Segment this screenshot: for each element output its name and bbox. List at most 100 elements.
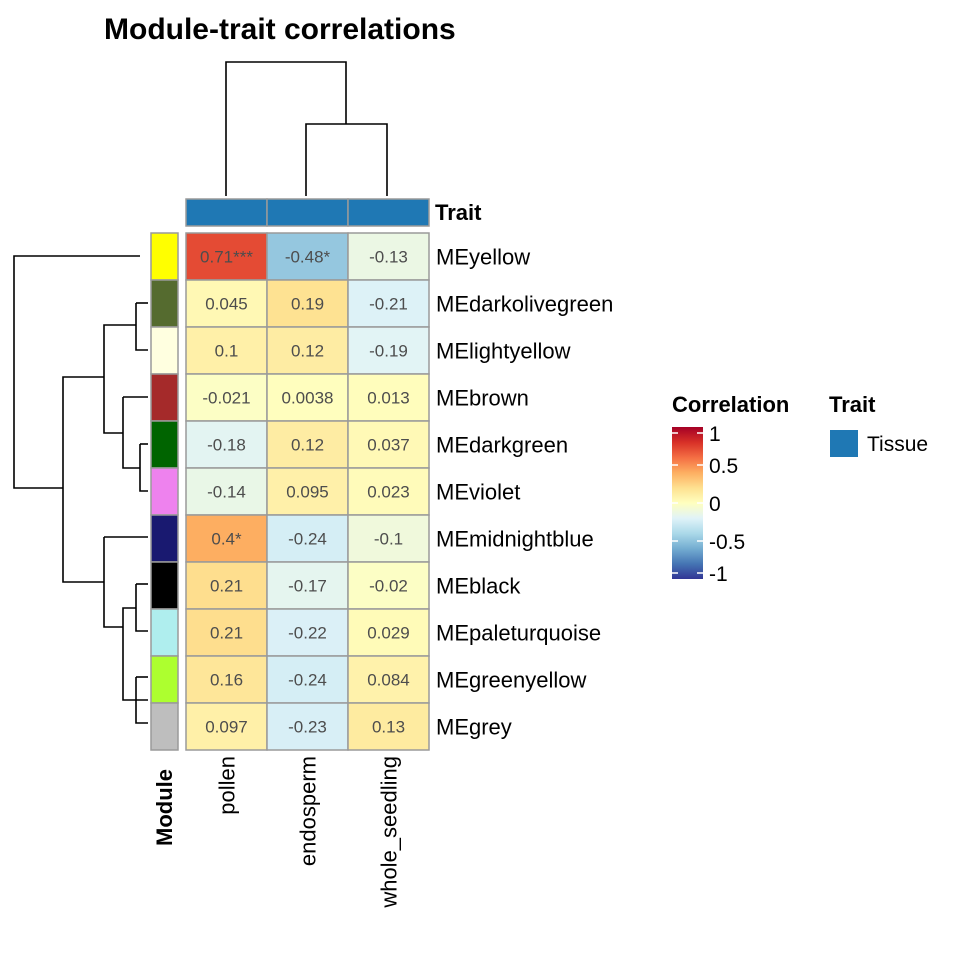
- row-label: MEmidnightblue: [436, 527, 594, 552]
- heatmap-cell: [347, 702, 430, 751]
- cell-value-label: 0.023: [367, 483, 410, 502]
- trait-annotation-cell: [347, 198, 430, 227]
- trait-legend-title: Trait: [829, 392, 876, 417]
- column-label: whole_seedling: [377, 756, 402, 909]
- cell-value-label: 0.095: [286, 483, 329, 502]
- colorbar-tick-label: 0: [709, 493, 721, 516]
- cell-value-label: -0.19: [369, 342, 408, 361]
- row-label: MEgrey: [436, 715, 512, 740]
- cell-value-label: -0.02: [369, 577, 408, 596]
- heatmap-cell: [266, 326, 349, 375]
- colorbar-tick-label: 0.5: [709, 455, 738, 478]
- cell-value-label: 0.013: [367, 389, 410, 408]
- cell-value-label: 0.037: [367, 436, 410, 455]
- module-color-cell: [150, 702, 179, 751]
- cell-value-label: 0.12: [291, 436, 324, 455]
- colorbar-tick-label: 1: [709, 423, 721, 446]
- module-color-cell: [150, 232, 179, 281]
- heatmap-cell: [185, 655, 268, 704]
- heatmap-cell: [347, 608, 430, 657]
- cell-value-label: 0.13: [372, 718, 405, 737]
- module-color-cell: [150, 655, 179, 704]
- cell-value-label: -0.14: [207, 483, 246, 502]
- column-label: pollen: [215, 756, 240, 815]
- module-color-cell: [150, 561, 179, 610]
- module-color-cell: [150, 373, 179, 422]
- module-color-cell: [150, 279, 179, 328]
- cell-value-label: -0.48*: [285, 248, 331, 267]
- row-labels: MEyellow MEdarkolivegreen MElightyellow MEb…: [436, 245, 613, 740]
- cell-value-label: 0.084: [367, 671, 410, 690]
- heatmap-cell: [347, 655, 430, 704]
- trait-annotation-label: Trait: [435, 200, 482, 225]
- heatmap-cell: [347, 514, 430, 563]
- heatmap-cell: [266, 420, 349, 469]
- cell-value-label: -0.021: [202, 389, 250, 408]
- row-label: MEdarkolivegreen: [436, 292, 613, 317]
- cell-value-label: 0.097: [205, 718, 248, 737]
- row-label: MEgreenyellow: [436, 668, 587, 693]
- row-dendrogram: [13, 255, 148, 724]
- cell-value-label: -0.18: [207, 436, 246, 455]
- cell-value-label: 0.029: [367, 624, 410, 643]
- cell-value-label: -0.13: [369, 248, 408, 267]
- cell-value-label: 0.4*: [211, 530, 242, 549]
- cell-value-label: -0.23: [288, 718, 327, 737]
- heatmap-cell: [347, 373, 430, 422]
- module-annotation-label: Module: [152, 769, 177, 846]
- row-label: MEblack: [436, 574, 521, 599]
- cell-value-label: -0.21: [369, 295, 408, 314]
- heatmap-cell: [185, 232, 268, 281]
- row-label: MEyellow: [436, 245, 530, 270]
- colorbar-tick-label: -1: [709, 563, 728, 586]
- row-label: MEviolet: [436, 480, 520, 505]
- heatmap-cell: [347, 279, 430, 328]
- colorbar-tick-label: -0.5: [709, 531, 745, 554]
- correlation-legend-title: Correlation: [672, 392, 789, 417]
- heatmap-cell: [266, 514, 349, 563]
- cell-value-label: 0.0038: [282, 389, 334, 408]
- trait-legend: Trait Tissue: [829, 392, 928, 457]
- cell-value-label: 0.1: [215, 342, 239, 361]
- row-label: MElightyellow: [436, 339, 571, 364]
- heatmap-cell: [185, 467, 268, 516]
- heatmap-cell: [347, 561, 430, 610]
- trait-annotation-bar: [185, 198, 430, 227]
- cell-value-label: -0.24: [288, 671, 327, 690]
- cell-value-label: -0.17: [288, 577, 327, 596]
- heatmap-cells: [185, 232, 430, 751]
- column-label: endosperm: [296, 756, 321, 866]
- heatmap-cell: [266, 467, 349, 516]
- row-label: MEbrown: [436, 386, 529, 411]
- cell-value-label: -0.1: [374, 530, 403, 549]
- cell-value-label: -0.22: [288, 624, 327, 643]
- module-color-cell: [150, 514, 179, 563]
- trait-annotation-cell: [185, 198, 268, 227]
- heatmap-cell-labels: 0.71*** -0.48* -0.13 0.045 0.19 -0.21 0.1 0.12 -…: [200, 248, 410, 737]
- heatmap-cell: [266, 655, 349, 704]
- heatmap-cell: [185, 514, 268, 563]
- heatmap-cell: [347, 467, 430, 516]
- heatmap-cell: [266, 232, 349, 281]
- module-color-cell: [150, 467, 179, 516]
- heatmap-cell: [266, 561, 349, 610]
- cell-value-label: 0.12: [291, 342, 324, 361]
- module-color-cell: [150, 326, 179, 375]
- module-color-cell: [150, 420, 179, 469]
- column-labels: pollen endosperm whole_seedling: [215, 756, 402, 909]
- cell-value-label: 0.045: [205, 295, 248, 314]
- cell-value-label: 0.21: [210, 624, 243, 643]
- heatmap-cell: [185, 373, 268, 422]
- correlation-legend: Correlation 1 0.5 0 -0.5 -1: [672, 392, 789, 586]
- cell-value-label: 0.19: [291, 295, 324, 314]
- trait-legend-swatch: [830, 430, 858, 457]
- module-color-cell: [150, 608, 179, 657]
- chart-title: Module-trait correlations: [104, 13, 456, 46]
- cell-value-label: 0.71***: [200, 248, 253, 267]
- heatmap-cell: [185, 702, 268, 751]
- cell-value-label: 0.21: [210, 577, 243, 596]
- module-annotation-bar: [150, 232, 179, 751]
- trait-annotation-cell: [266, 198, 349, 227]
